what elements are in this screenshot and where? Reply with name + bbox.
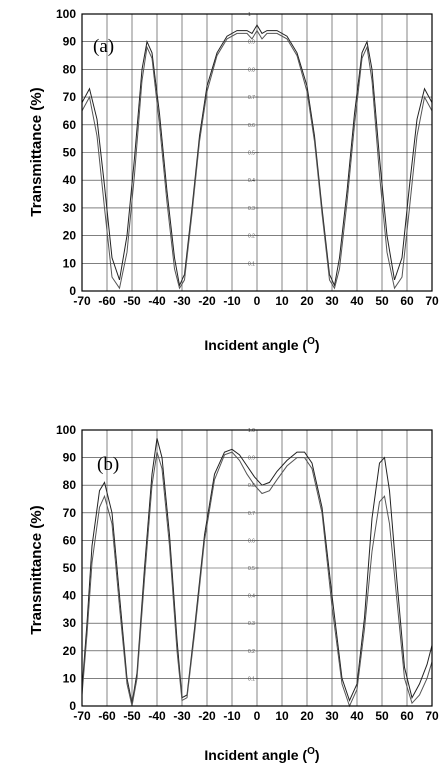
- y-tick-label: 80: [63, 62, 77, 76]
- x-tick-label: 20: [300, 709, 314, 723]
- chart-panel-b: 1.00.90.80.70.60.50.40.30.20.1-70 -60 -50-…: [28, 423, 439, 763]
- inset-tick-label: 0.6: [248, 538, 255, 544]
- inset-tick-label: 0.9: [248, 40, 255, 46]
- inset-tick-label: 0.2: [248, 234, 255, 240]
- chart-panel-a: 1 0.9 0.8 0.7 0.6 0.5 0.4 0.3 0.2 0.1 -70 -60 -50 -40…: [28, 7, 439, 353]
- inset-tick-label: 0.8: [248, 67, 255, 73]
- inset-tick-label: 1.0: [248, 428, 255, 434]
- inset-tick-label: 0.6: [248, 123, 255, 129]
- y-tick-label: 90: [63, 451, 77, 465]
- y-tick-label: 40: [63, 173, 77, 187]
- x-tick-label: -60: [98, 294, 116, 308]
- x-tick-label: 60: [400, 294, 414, 308]
- y-tick-label: 40: [63, 589, 77, 603]
- x-tick-label: 30: [325, 294, 339, 308]
- inset-tick-label: 0.1: [248, 261, 255, 267]
- y-tick-label: 60: [63, 533, 77, 547]
- x-tick-label: 70: [425, 709, 439, 723]
- plot-frame: [81, 429, 433, 707]
- x-tick-label: -60: [98, 709, 116, 723]
- inset-tick-label: 0.1: [248, 676, 255, 682]
- x-tick-label: -70: [73, 294, 91, 308]
- panel-label: (b): [97, 454, 119, 475]
- x-tick-label: 10: [275, 294, 289, 308]
- series-line-2: [81, 29, 433, 290]
- series-line-1: [81, 24, 433, 288]
- x-tick-label: -70: [73, 709, 91, 723]
- x-tick-label: -30: [173, 294, 191, 308]
- inset-tick-label: 0.2: [248, 649, 255, 655]
- x-tick-label: 60: [400, 709, 414, 723]
- y-tick-label: 60: [63, 118, 77, 132]
- y-axis-label: Transmittance (%): [28, 505, 45, 634]
- y-tick-label: 20: [63, 229, 77, 243]
- x-tick-label: 50: [375, 709, 389, 723]
- x-tick-label: 20: [300, 294, 314, 308]
- y-tick-label: 30: [63, 616, 77, 630]
- inset-tick-label: 0.9: [248, 456, 255, 462]
- y-tick-label: 100: [56, 423, 76, 437]
- x-tick-label: 0: [254, 709, 261, 723]
- x-tick-label: 0: [254, 294, 261, 308]
- y-tick-label: 90: [63, 35, 77, 49]
- inset-tick-label: 0.5: [248, 151, 255, 157]
- y-tick-label: 70: [63, 506, 77, 520]
- x-tick-label: 50: [375, 294, 389, 308]
- x-tick-label: -20: [198, 294, 216, 308]
- y-tick-label: 50: [63, 561, 77, 575]
- inset-tick-label: 0.3: [248, 621, 255, 627]
- x-tick-label: 30: [325, 709, 339, 723]
- plot-frame: [81, 13, 433, 292]
- inset-tick-label: 0.4: [248, 178, 255, 184]
- x-tick-label: 70: [425, 294, 439, 308]
- y-axis-label: Transmittance (%): [28, 87, 45, 216]
- y-tick-label: 0: [69, 284, 76, 298]
- inset-tick-label: 0.5: [248, 566, 255, 572]
- y-tick-label: 30: [63, 201, 77, 215]
- y-tick-label: 10: [63, 256, 77, 270]
- x-tick-label: 40: [350, 294, 364, 308]
- inset-tick-label: 0.8: [248, 483, 255, 489]
- inset-tick-label: 0.3: [248, 206, 255, 212]
- x-tick-label: -10: [223, 294, 241, 308]
- x-tick-label: -40: [148, 294, 166, 308]
- y-tick-label: 10: [63, 671, 77, 685]
- x-tick-label: -50: [123, 709, 141, 723]
- inset-tick-label: 0.7: [248, 95, 255, 101]
- y-tick-label: 50: [63, 146, 77, 160]
- x-tick-label: 10: [275, 709, 289, 723]
- y-tick-label: 100: [56, 7, 76, 21]
- y-tick-label: 70: [63, 90, 77, 104]
- inset-tick-label: 0.4: [248, 594, 255, 600]
- x-tick-label: -10: [223, 709, 241, 723]
- x-tick-label: -40: [148, 709, 166, 723]
- y-tick-label: 20: [63, 644, 77, 658]
- x-tick-label: 40: [350, 709, 364, 723]
- inset-tick-label: 0.7: [248, 511, 255, 517]
- panel-label: (a): [93, 36, 114, 57]
- x-tick-label: -20: [198, 709, 216, 723]
- y-tick-label: 80: [63, 478, 77, 492]
- x-tick-label: -30: [173, 709, 191, 723]
- x-axis-label: Incident angle (O): [204, 336, 319, 353]
- x-axis-label: Incident angle (O): [204, 746, 319, 763]
- x-tick-label: -50: [123, 294, 141, 308]
- inset-tick-label: 1: [248, 12, 251, 18]
- y-tick-label: 0: [69, 699, 76, 713]
